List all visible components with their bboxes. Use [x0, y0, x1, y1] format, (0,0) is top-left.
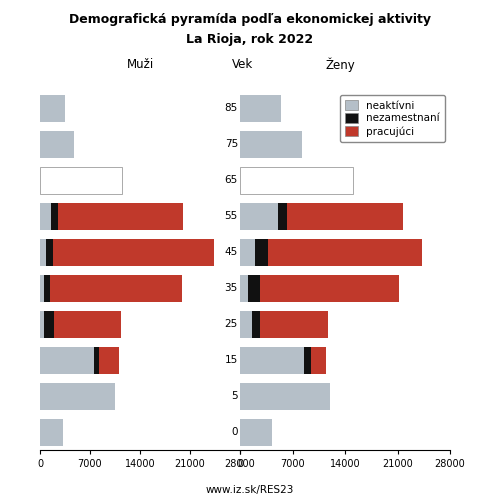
Text: 75: 75 [224, 139, 238, 149]
Bar [240, 130, 302, 158]
Text: 65: 65 [224, 175, 238, 185]
Bar [50, 274, 182, 301]
Text: 55: 55 [224, 211, 238, 221]
Bar [255, 238, 268, 266]
Bar [240, 274, 248, 301]
Bar [44, 274, 50, 301]
Legend: neaktívni, nezamestnaní, pracujúci: neaktívni, nezamestnaní, pracujúci [340, 95, 445, 142]
Bar [260, 310, 328, 338]
Bar [240, 238, 255, 266]
Text: 15: 15 [224, 355, 238, 365]
Bar [286, 202, 403, 230]
Bar [240, 418, 272, 446]
Text: Demografická pyramída podľa ekonomickej aktivity: Demografická pyramída podľa ekonomickej … [69, 12, 431, 26]
Bar [98, 346, 118, 374]
Bar [40, 202, 50, 230]
Bar [54, 310, 122, 338]
Bar [278, 202, 286, 230]
Bar [240, 166, 352, 194]
Text: Vek: Vek [232, 58, 253, 70]
Bar [304, 346, 310, 374]
Bar [50, 202, 58, 230]
Text: www.iz.sk/RES23: www.iz.sk/RES23 [206, 485, 294, 495]
Text: La Rioja, rok 2022: La Rioja, rok 2022 [186, 32, 314, 46]
Bar [240, 346, 304, 374]
Bar [268, 238, 422, 266]
Bar [40, 382, 115, 409]
Bar [260, 274, 399, 301]
Bar [240, 202, 278, 230]
Bar [240, 94, 281, 122]
Bar [310, 346, 326, 374]
Text: 85: 85 [224, 103, 238, 113]
Text: Ženy: Ženy [325, 58, 355, 72]
Text: Muži: Muži [126, 58, 154, 70]
Bar [44, 310, 54, 338]
Bar [252, 310, 260, 338]
Bar [40, 166, 122, 194]
Text: 45: 45 [224, 247, 238, 257]
Bar [240, 382, 330, 409]
Bar [240, 310, 252, 338]
Bar [58, 202, 183, 230]
Bar [40, 94, 65, 122]
Bar [40, 346, 94, 374]
Bar [248, 274, 260, 301]
Text: 25: 25 [224, 319, 238, 329]
Text: 35: 35 [224, 283, 238, 293]
Text: 0: 0 [232, 427, 238, 437]
Bar [40, 130, 74, 158]
Bar [40, 274, 44, 301]
Bar [40, 418, 63, 446]
Text: 5: 5 [232, 391, 238, 401]
Bar [40, 310, 44, 338]
Bar [40, 238, 46, 266]
Bar [46, 238, 53, 266]
Bar [94, 346, 98, 374]
Bar [53, 238, 214, 266]
